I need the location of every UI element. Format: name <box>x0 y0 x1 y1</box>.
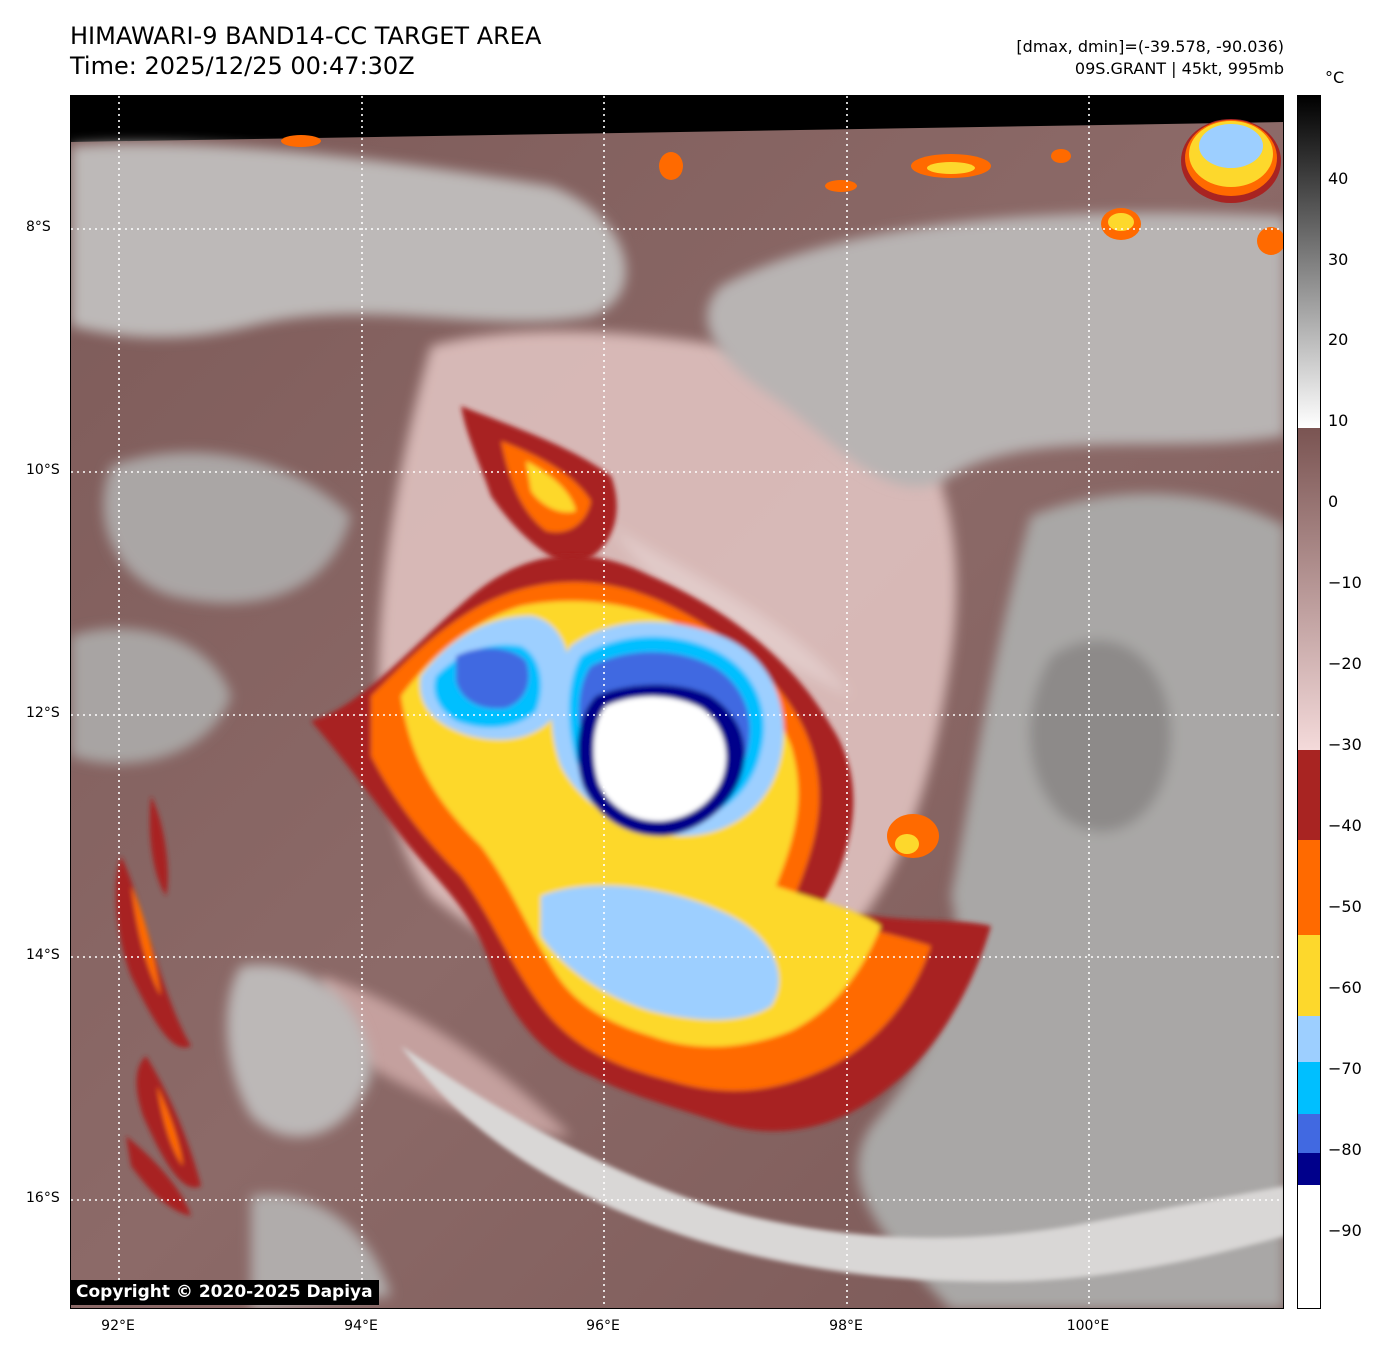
lon-label-94e: 94°E <box>344 1318 378 1334</box>
lon-label-98e: 98°E <box>829 1318 863 1334</box>
colorbar-unit: °C <box>1325 68 1345 87</box>
satellite-map <box>70 95 1284 1309</box>
cb-darkred-segment <box>1298 750 1320 840</box>
cb-label-minus20: −20 <box>1328 654 1362 673</box>
cb-label-10: 10 <box>1328 411 1349 430</box>
storm-layer-royal-1 <box>456 648 529 709</box>
storm-layer-lightblue-3 <box>541 885 779 1020</box>
cb-navy-segment <box>1298 1153 1320 1185</box>
lat-label-14s: 14°S <box>26 947 60 963</box>
colorbar <box>1297 95 1321 1309</box>
scattered-warm-spots <box>281 119 1283 858</box>
info-storm: 09S.GRANT | 45kt, 995mb <box>1074 59 1284 78</box>
cb-label-minus70: −70 <box>1328 1059 1362 1078</box>
lat-label-8s: 8°S <box>26 219 51 235</box>
cb-royal-segment <box>1298 1114 1320 1153</box>
cb-label-minus50: −50 <box>1328 897 1362 916</box>
graticule <box>71 96 1283 1308</box>
cb-white-segment <box>1298 1185 1320 1308</box>
cb-orange-segment <box>1298 840 1320 935</box>
cb-label-0: 0 <box>1328 492 1339 511</box>
cb-cyan-segment <box>1298 1062 1320 1114</box>
curved-cloud-band <box>401 1046 1283 1282</box>
cb-label-minus10: −10 <box>1328 573 1362 592</box>
title-line-1: HIMAWARI-9 BAND14-CC TARGET AREA <box>70 22 542 50</box>
cb-label-30: 30 <box>1328 250 1349 269</box>
lon-label-100e: 100°E <box>1066 1318 1110 1334</box>
cb-label-minus30: −30 <box>1328 735 1362 754</box>
cb-lightblue-segment <box>1298 1016 1320 1062</box>
lon-label-96e: 96°E <box>586 1318 620 1334</box>
info-dmax-dmin: [dmax, dmin]=(-39.578, -90.036) <box>1016 37 1284 56</box>
cb-brown-segment <box>1298 428 1320 750</box>
northern-convective-cell <box>461 406 617 566</box>
storm-layer-white <box>593 696 727 822</box>
cb-label-minus90: −90 <box>1328 1221 1362 1240</box>
cb-yellow-segment <box>1298 935 1320 1016</box>
cb-label-minus80: −80 <box>1328 1140 1362 1159</box>
cb-label-40: 40 <box>1328 169 1349 188</box>
cb-label-20: 20 <box>1328 330 1349 349</box>
no-data-band <box>71 96 1283 142</box>
cb-gray-segment <box>1298 96 1320 428</box>
lon-label-92e: 92°E <box>101 1318 135 1334</box>
lat-label-12s: 12°S <box>26 705 60 721</box>
gray-low-cloud-fields <box>71 143 1283 1308</box>
storm-core <box>311 555 991 1132</box>
lat-label-16s: 16°S <box>26 1190 60 1206</box>
left-convective-streaks <box>115 796 201 1216</box>
copyright-badge: Copyright © 2020-2025 Dapiya <box>70 1280 379 1305</box>
title-line-2: Time: 2025/12/25 00:47:30Z <box>70 52 415 80</box>
cb-label-minus60: −60 <box>1328 978 1362 997</box>
lat-label-10s: 10°S <box>26 462 60 478</box>
cb-label-minus40: −40 <box>1328 816 1362 835</box>
